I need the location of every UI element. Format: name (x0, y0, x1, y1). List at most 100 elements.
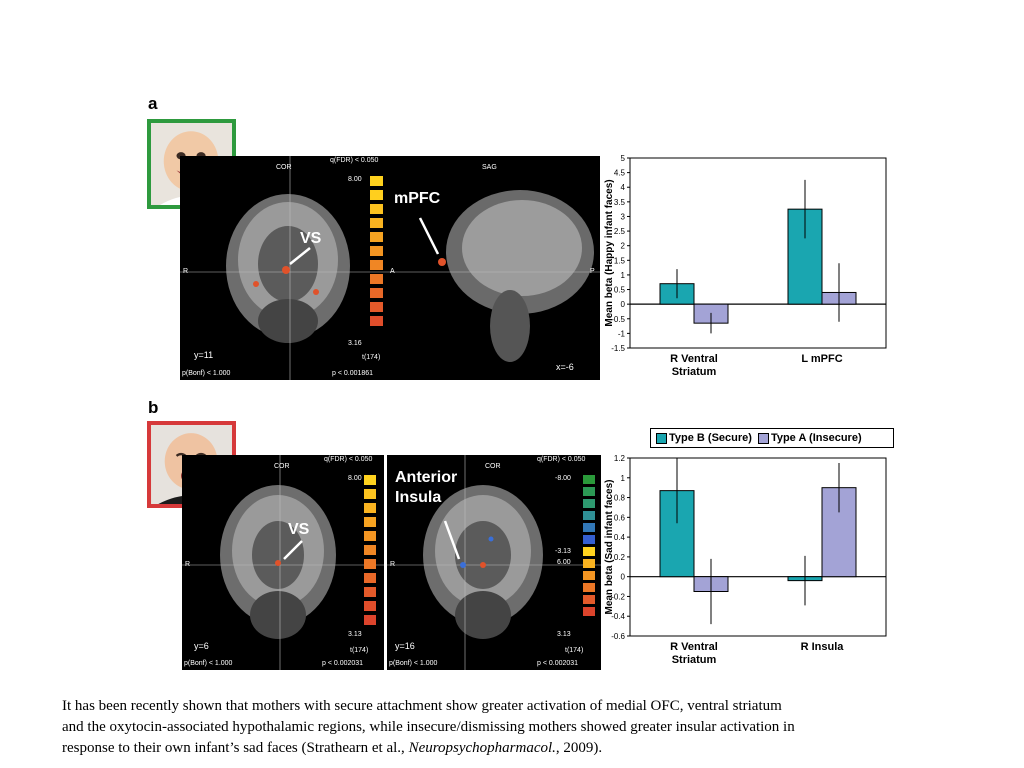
scale-top-label: 8.00 (348, 475, 362, 482)
y-tick-label: 1 (621, 271, 626, 280)
category-label: L mPFC (801, 353, 842, 365)
caption-year: , 2009). (555, 740, 603, 756)
y-tick-label: -0.2 (611, 592, 625, 601)
category-label: R Insula (801, 641, 845, 653)
p-value-label: p < 0.002031 (537, 660, 579, 667)
insula-label-line2: Insula (395, 489, 442, 506)
plot-frame (629, 157, 887, 349)
y-tick-label: 0.2 (614, 553, 626, 562)
plot-frame (629, 457, 887, 637)
legend-item-insecure: Type A (Insecure) (757, 432, 862, 444)
r-orientation-label: R (183, 268, 189, 275)
legend-label-secure: Type B (Secure) (669, 432, 752, 444)
caption-journal: Neuropsychopharmacol. (408, 740, 556, 756)
panel-b-vs-scan: COR q(FDR) < 0.050 8.00 3.13 t(174) p(Bo… (182, 455, 384, 670)
vs-label: VS (288, 521, 310, 538)
legend-swatch-secure (656, 432, 667, 444)
category-label: Striatum (672, 366, 717, 378)
chart-sad-faces: 1.2 1 0.8 0.6 0.4 0.2 0 -0.2 -0.4 -0.6 Mean beta (… (600, 450, 900, 672)
brain-scan-graphic (180, 156, 600, 380)
legend-label-insecure: Type A (Insecure) (770, 432, 862, 444)
t-label: t(174) (565, 647, 584, 654)
y-tick-label: 1 (621, 474, 626, 483)
qfdr-label: q(FDR) < 0.050 (324, 456, 373, 463)
p-value-label: p < 0.002031 (322, 660, 364, 667)
y-tick-label: 5 (621, 154, 626, 163)
caption-line-3: response to their own infant’s sad faces… (62, 738, 962, 759)
y-tick-label: 0.6 (614, 513, 626, 522)
pbonf-label: p(Bonf) < 1.000 (182, 370, 231, 377)
p-value-label: p < 0.001861 (332, 370, 374, 377)
chart-sad-svg: 1.2 1 0.8 0.6 0.4 0.2 0 -0.2 -0.4 -0.6 Mean beta (… (604, 454, 887, 666)
scale-bottom-label: 3.16 (348, 340, 362, 347)
t-label: t(174) (362, 354, 381, 361)
slice-label: y=6 (194, 641, 209, 651)
slice-cor-label: y=11 (194, 350, 214, 360)
y-tick-label: 1.5 (614, 256, 626, 265)
brain-scan-graphic (387, 455, 601, 670)
slice-sag-label: x=-6 (556, 362, 574, 372)
y-tick-label: -1.5 (611, 344, 625, 353)
mpfc-label: mPFC (394, 190, 441, 207)
y-axis-label: Mean beta (Sad infant faces) (604, 479, 615, 614)
qfdr-label: q(FDR) < 0.050 (537, 456, 586, 463)
y-tick-label: -0.5 (611, 315, 625, 324)
y-tick-label: 4 (621, 183, 626, 192)
y-tick-label: -0.6 (611, 632, 625, 641)
y-tick-label: 3 (621, 212, 626, 221)
cor-label: COR (276, 164, 292, 171)
panel-b-insula-scan: COR q(FDR) < 0.050 -8.00 -3.13 6.00 3.13… (387, 455, 601, 670)
qfdr-label: q(FDR) < 0.050 (330, 157, 379, 164)
category-label: R Ventral (670, 641, 718, 653)
panel-a-letter: a (148, 94, 158, 113)
sag-label: SAG (482, 164, 497, 171)
vs-label: VS (300, 230, 322, 247)
scale-bottom-label: 3.13 (557, 631, 571, 638)
t-label: t(174) (350, 647, 369, 654)
category-label: R Ventral (670, 353, 718, 365)
legend-item-secure: Type B (Secure) (656, 432, 752, 444)
cor-label: COR (274, 463, 290, 470)
color-scale-bar (583, 475, 595, 616)
chart-legend: Type B (Secure) Type A (Insecure) (650, 428, 894, 448)
r-orientation-label: R (185, 561, 191, 568)
panel-b-letter: b (148, 398, 159, 417)
chart-happy-faces: 5 4.5 4 3.5 3 2.5 2 1.5 1 0.5 0 -0.5 -1 -1.5 Mean beta… (600, 150, 900, 386)
pbonf-label: p(Bonf) < 1.000 (184, 660, 233, 667)
caption-line-2: and the oxytocin-associated hypothalamic… (62, 719, 795, 735)
scale-top-label: 8.00 (348, 176, 362, 183)
scale-bottom-label: 3.13 (348, 631, 362, 638)
y-tick-label: 0.8 (614, 494, 626, 503)
y-tick-label: 0.5 (614, 286, 626, 295)
legend-swatch-insecure (757, 432, 769, 444)
y-tick-label: 4.5 (614, 169, 626, 178)
p-orientation-label: P (590, 268, 595, 275)
y-tick-label: 0.4 (614, 533, 626, 542)
insula-label-line1: Anterior (395, 469, 458, 486)
y-tick-label: 1.2 (614, 454, 626, 463)
y-tick-label: 2.5 (614, 227, 626, 236)
scale-top-label: -8.00 (555, 475, 571, 482)
scale-mid-negative-label: -3.13 (555, 548, 571, 555)
y-tick-label: 0 (621, 300, 626, 309)
y-tick-label: 3.5 (614, 198, 626, 207)
figure-caption: It has been recently shown that mothers … (62, 696, 962, 759)
y-tick-label: 2 (621, 242, 626, 251)
panel-a-brain-scan: COR q(FDR) < 0.050 SAG 8.00 3.16 t(174) … (180, 156, 600, 380)
brain-scan-graphic (182, 455, 384, 670)
color-scale-bar (364, 475, 376, 625)
y-tick-label: 0 (621, 573, 626, 582)
color-scale-bar (370, 176, 383, 326)
r-orientation-label: R (390, 561, 396, 568)
caption-line-1: It has been recently shown that mothers … (62, 698, 782, 714)
y-axis-label: Mean beta (Happy infant faces) (604, 179, 615, 326)
y-tick-label: -1 (618, 329, 626, 338)
caption-text: response to their own infant’s sad faces… (62, 740, 409, 756)
pbonf-label: p(Bonf) < 1.000 (389, 660, 438, 667)
chart-happy-svg: 5 4.5 4 3.5 3 2.5 2 1.5 1 0.5 0 -0.5 -1 -1.5 Mean beta… (604, 154, 887, 378)
cor-label: COR (485, 463, 501, 470)
scale-mid-positive-label: 6.00 (557, 559, 571, 566)
category-label: Striatum (672, 654, 717, 666)
y-tick-label: -0.4 (611, 612, 625, 621)
slice-label: y=16 (395, 641, 415, 651)
